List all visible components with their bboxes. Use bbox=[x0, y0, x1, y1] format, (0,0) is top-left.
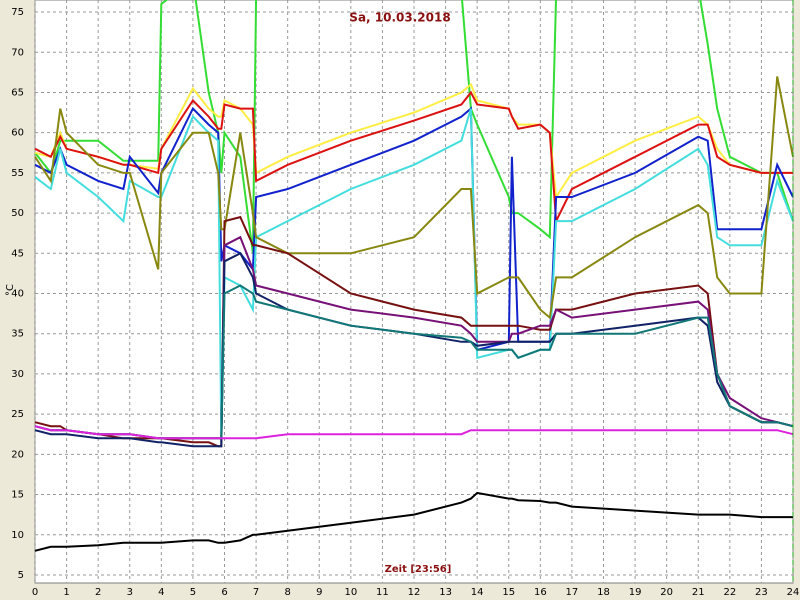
y-tick-label: 40 bbox=[11, 289, 24, 300]
plot-area bbox=[34, 0, 794, 584]
x-tick-label: 5 bbox=[190, 587, 196, 598]
x-axis-label: Zeit [23:56] bbox=[385, 564, 452, 575]
chart-title: Sa, 10.03.2018 bbox=[349, 11, 450, 25]
x-tick-label: 10 bbox=[344, 587, 357, 598]
x-tick-label: 3 bbox=[127, 587, 133, 598]
y-axis-label: °C bbox=[5, 284, 16, 296]
x-tick-label: 13 bbox=[439, 587, 452, 598]
x-tick-label: 23 bbox=[755, 587, 768, 598]
x-tick-label: 21 bbox=[692, 587, 705, 598]
series-line bbox=[34, 76, 794, 320]
x-tick-label: 2 bbox=[95, 587, 101, 598]
x-tick-label: 18 bbox=[597, 587, 610, 598]
y-tick-label: 60 bbox=[11, 128, 24, 139]
x-tick-label: 11 bbox=[376, 587, 389, 598]
series-line bbox=[34, 90, 793, 225]
x-tick-label: 17 bbox=[566, 587, 579, 598]
series-line bbox=[34, 106, 794, 352]
y-tick-label: 25 bbox=[11, 409, 24, 420]
x-tick-label: 0 bbox=[32, 587, 38, 598]
x-tick-label: 24 bbox=[787, 587, 800, 598]
x-tick-label: 6 bbox=[221, 587, 227, 598]
y-tick-label: 55 bbox=[11, 168, 24, 179]
y-tick-label: 35 bbox=[11, 329, 24, 340]
y-tick-label: 65 bbox=[11, 87, 24, 98]
x-tick-label: 1 bbox=[63, 587, 69, 598]
x-tick-label: 14 bbox=[471, 587, 484, 598]
x-tick-label: 7 bbox=[253, 587, 259, 598]
x-tick-label: 12 bbox=[408, 587, 421, 598]
y-tick-label: 30 bbox=[11, 369, 24, 380]
series-line bbox=[34, 425, 794, 440]
y-tick-label: 5 bbox=[18, 570, 24, 581]
x-tick-label: 15 bbox=[502, 587, 515, 598]
y-tick-label: 20 bbox=[11, 449, 24, 460]
x-tick-label: 9 bbox=[316, 587, 322, 598]
x-tick-label: 20 bbox=[660, 587, 673, 598]
series-line bbox=[34, 108, 794, 443]
x-tick-label: 4 bbox=[158, 587, 164, 598]
y-tick-label: 15 bbox=[11, 490, 24, 501]
x-tick-label: 8 bbox=[284, 587, 290, 598]
y-tick-label: 75 bbox=[11, 7, 24, 18]
series-line bbox=[34, 491, 793, 552]
x-tick-label: 19 bbox=[629, 587, 642, 598]
x-tick-label: 22 bbox=[723, 587, 736, 598]
y-tick-label: 10 bbox=[11, 530, 24, 541]
y-tick-label: 70 bbox=[11, 47, 24, 58]
x-tick-label: 16 bbox=[534, 587, 547, 598]
series-line bbox=[34, 0, 794, 254]
y-tick-label: 45 bbox=[11, 248, 24, 259]
y-tick-label: 50 bbox=[11, 208, 24, 219]
